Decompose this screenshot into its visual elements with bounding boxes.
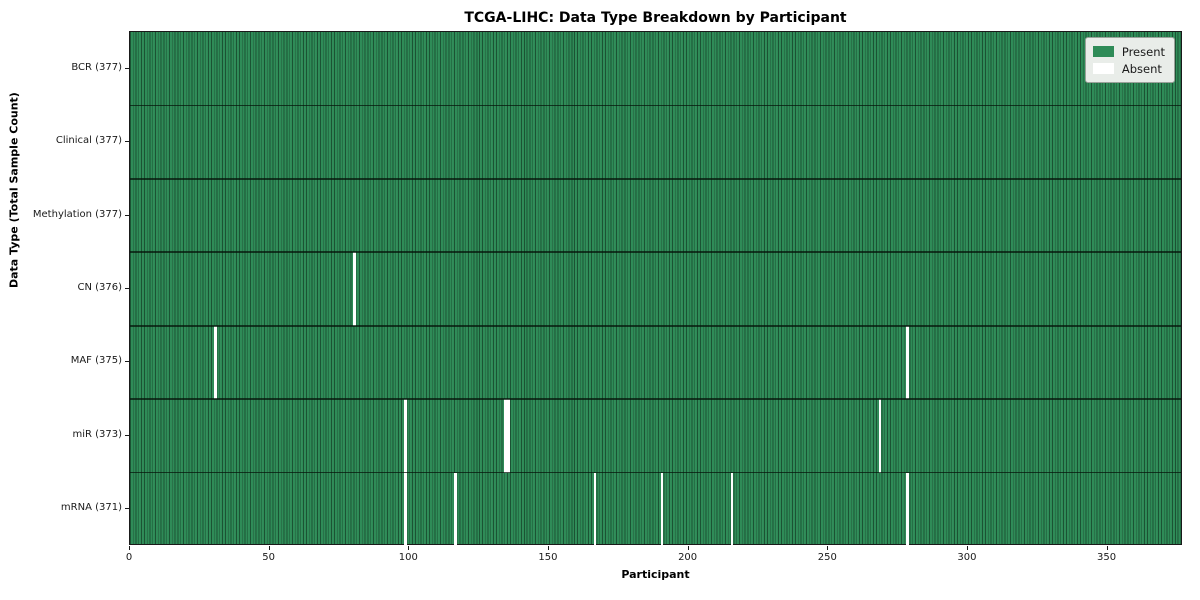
x-tick-label-350: 350 [1097, 552, 1117, 563]
absent-mark-MAF-30 [213, 325, 217, 400]
legend-entry-present: Present [1092, 43, 1165, 60]
x-tick-label-250: 250 [817, 552, 837, 563]
absent-mark-MAF-278 [906, 325, 910, 400]
legend-label-absent: Absent [1121, 61, 1162, 76]
legend-swatch-present [1092, 46, 1114, 57]
y-tick-label-Methylation: Methylation (377) [32, 208, 122, 220]
absent-mark-miR-98 [403, 399, 407, 473]
y-tick-mark-Methylation [125, 214, 129, 216]
y-tick-label-miR: miR (373) [72, 428, 122, 440]
absent-mark-miR-134 [504, 399, 508, 473]
x-tick-label-100: 100 [398, 552, 418, 563]
absent-mark-miR-268 [878, 399, 882, 473]
row-separator [130, 178, 1181, 180]
x-tick-mark-0 [129, 546, 130, 550]
row-separator [130, 398, 1181, 400]
row-separator [130, 104, 1181, 107]
legend-entry-absent: Absent [1092, 60, 1165, 77]
absent-mark-mRNA-215 [730, 472, 734, 546]
absent-mark-mRNA-166 [593, 472, 597, 546]
y-tick-mark-mRNA [125, 508, 129, 510]
x-tick-label-0: 0 [125, 552, 133, 563]
row-separator [130, 251, 1181, 254]
y-tick-label-BCR: BCR (377) [71, 61, 122, 73]
legend: Present Absent [1084, 37, 1175, 83]
plot-area [129, 31, 1182, 546]
y-tick-mark-CN [125, 288, 129, 289]
legend-label-present: Present [1121, 44, 1165, 59]
y-tick-mark-miR [125, 434, 129, 436]
x-tick-label-150: 150 [538, 552, 558, 563]
x-tick-mark-100 [408, 546, 410, 550]
x-tick-mark-300 [966, 546, 968, 550]
y-tick-label-mRNA: mRNA (371) [60, 502, 122, 514]
y-tick-mark-BCR [125, 67, 129, 69]
y-tick-label-MAF: MAF (375) [70, 355, 122, 367]
x-tick-mark-200 [687, 546, 689, 550]
row-separator [130, 324, 1181, 327]
x-tick-mark-50 [268, 546, 270, 550]
x-tick-label-50: 50 [262, 552, 276, 563]
absent-mark-CN-80 [353, 252, 357, 326]
x-tick-mark-250 [827, 546, 829, 550]
chart-title: TCGA-LIHC: Data Type Breakdown by Partic… [464, 10, 847, 26]
x-tick-label-200: 200 [678, 552, 698, 563]
x-tick-label-300: 300 [957, 552, 977, 563]
x-tick-mark-150 [547, 546, 549, 550]
y-axis-label: Data Type (Total Sample Count) [7, 92, 21, 288]
y-tick-mark-MAF [125, 361, 129, 363]
legend-swatch-absent [1092, 63, 1114, 74]
absent-mark-mRNA-98 [403, 472, 407, 546]
row-separator [130, 471, 1181, 474]
y-tick-mark-Clinical [125, 141, 129, 143]
absent-mark-mRNA-190 [660, 472, 664, 546]
absent-mark-mRNA-278 [906, 472, 910, 546]
y-tick-label-CN: CN (376) [77, 282, 122, 293]
x-axis-label: Participant [621, 568, 690, 581]
absent-mark-miR-135 [507, 399, 510, 473]
y-tick-label-Clinical: Clinical (377) [55, 135, 122, 147]
x-tick-mark-350 [1106, 546, 1108, 550]
absent-mark-mRNA-116 [454, 472, 457, 546]
